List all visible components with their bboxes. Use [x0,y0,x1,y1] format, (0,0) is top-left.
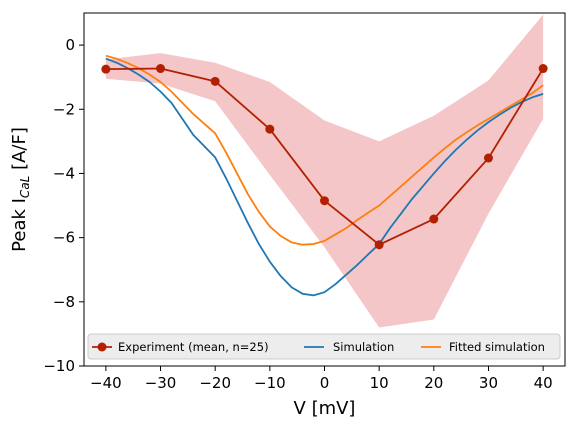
legend-swatch-marker [97,342,107,352]
y-tick-label: −10 [43,357,75,375]
y-tick-label: 0 [65,36,75,54]
data-point [320,196,329,206]
x-tick-label: 20 [424,374,443,392]
y-axis-label-subscript: CaL [18,176,32,198]
series-line-simulation [105,57,544,297]
y-tick-label: −2 [53,100,75,118]
x-axis-label: V [mV] [294,398,356,419]
x-tick-label: 10 [370,374,389,392]
x-tick-label: 40 [534,374,553,392]
data-point [156,64,166,74]
data-point [483,153,493,163]
y-tick-label: −8 [53,293,75,311]
y-axis-ticks: 0 −2 −4 −6 −8 −10 [43,36,84,375]
data-point [538,64,548,74]
series-line-fitted-simulation [105,54,544,246]
x-tick-label: −20 [199,374,231,392]
y-axis-label-main: Peak I [9,198,30,252]
confidence-band-layer [105,14,544,328]
y-axis-label-unit: [A/F] [9,127,30,176]
confidence-band [105,14,544,328]
legend: Experiment (mean, n=25) Simulation Fitted … [87,333,561,360]
x-tick-label: −10 [254,374,286,392]
legend-label: Simulation [333,340,394,354]
data-point [101,64,111,74]
data-point [210,76,220,86]
x-tick-label: −40 [90,374,122,392]
marker-layer [101,64,548,250]
legend-label: Fitted simulation [449,340,545,354]
legend-label: Experiment (mean, n=25) [118,340,269,354]
data-point [429,214,439,224]
y-tick-label: −6 [53,229,75,247]
y-tick-label: −4 [53,164,75,182]
data-point [265,124,275,134]
y-axis-label: Peak ICaL [A/F] [9,127,32,252]
data-point [374,240,384,250]
x-tick-label: −30 [145,374,177,392]
x-tick-label: 0 [320,374,330,392]
x-axis-ticks: −40 −30 −20 −10 0 10 20 30 40 [90,366,553,392]
x-tick-label: 30 [479,374,498,392]
